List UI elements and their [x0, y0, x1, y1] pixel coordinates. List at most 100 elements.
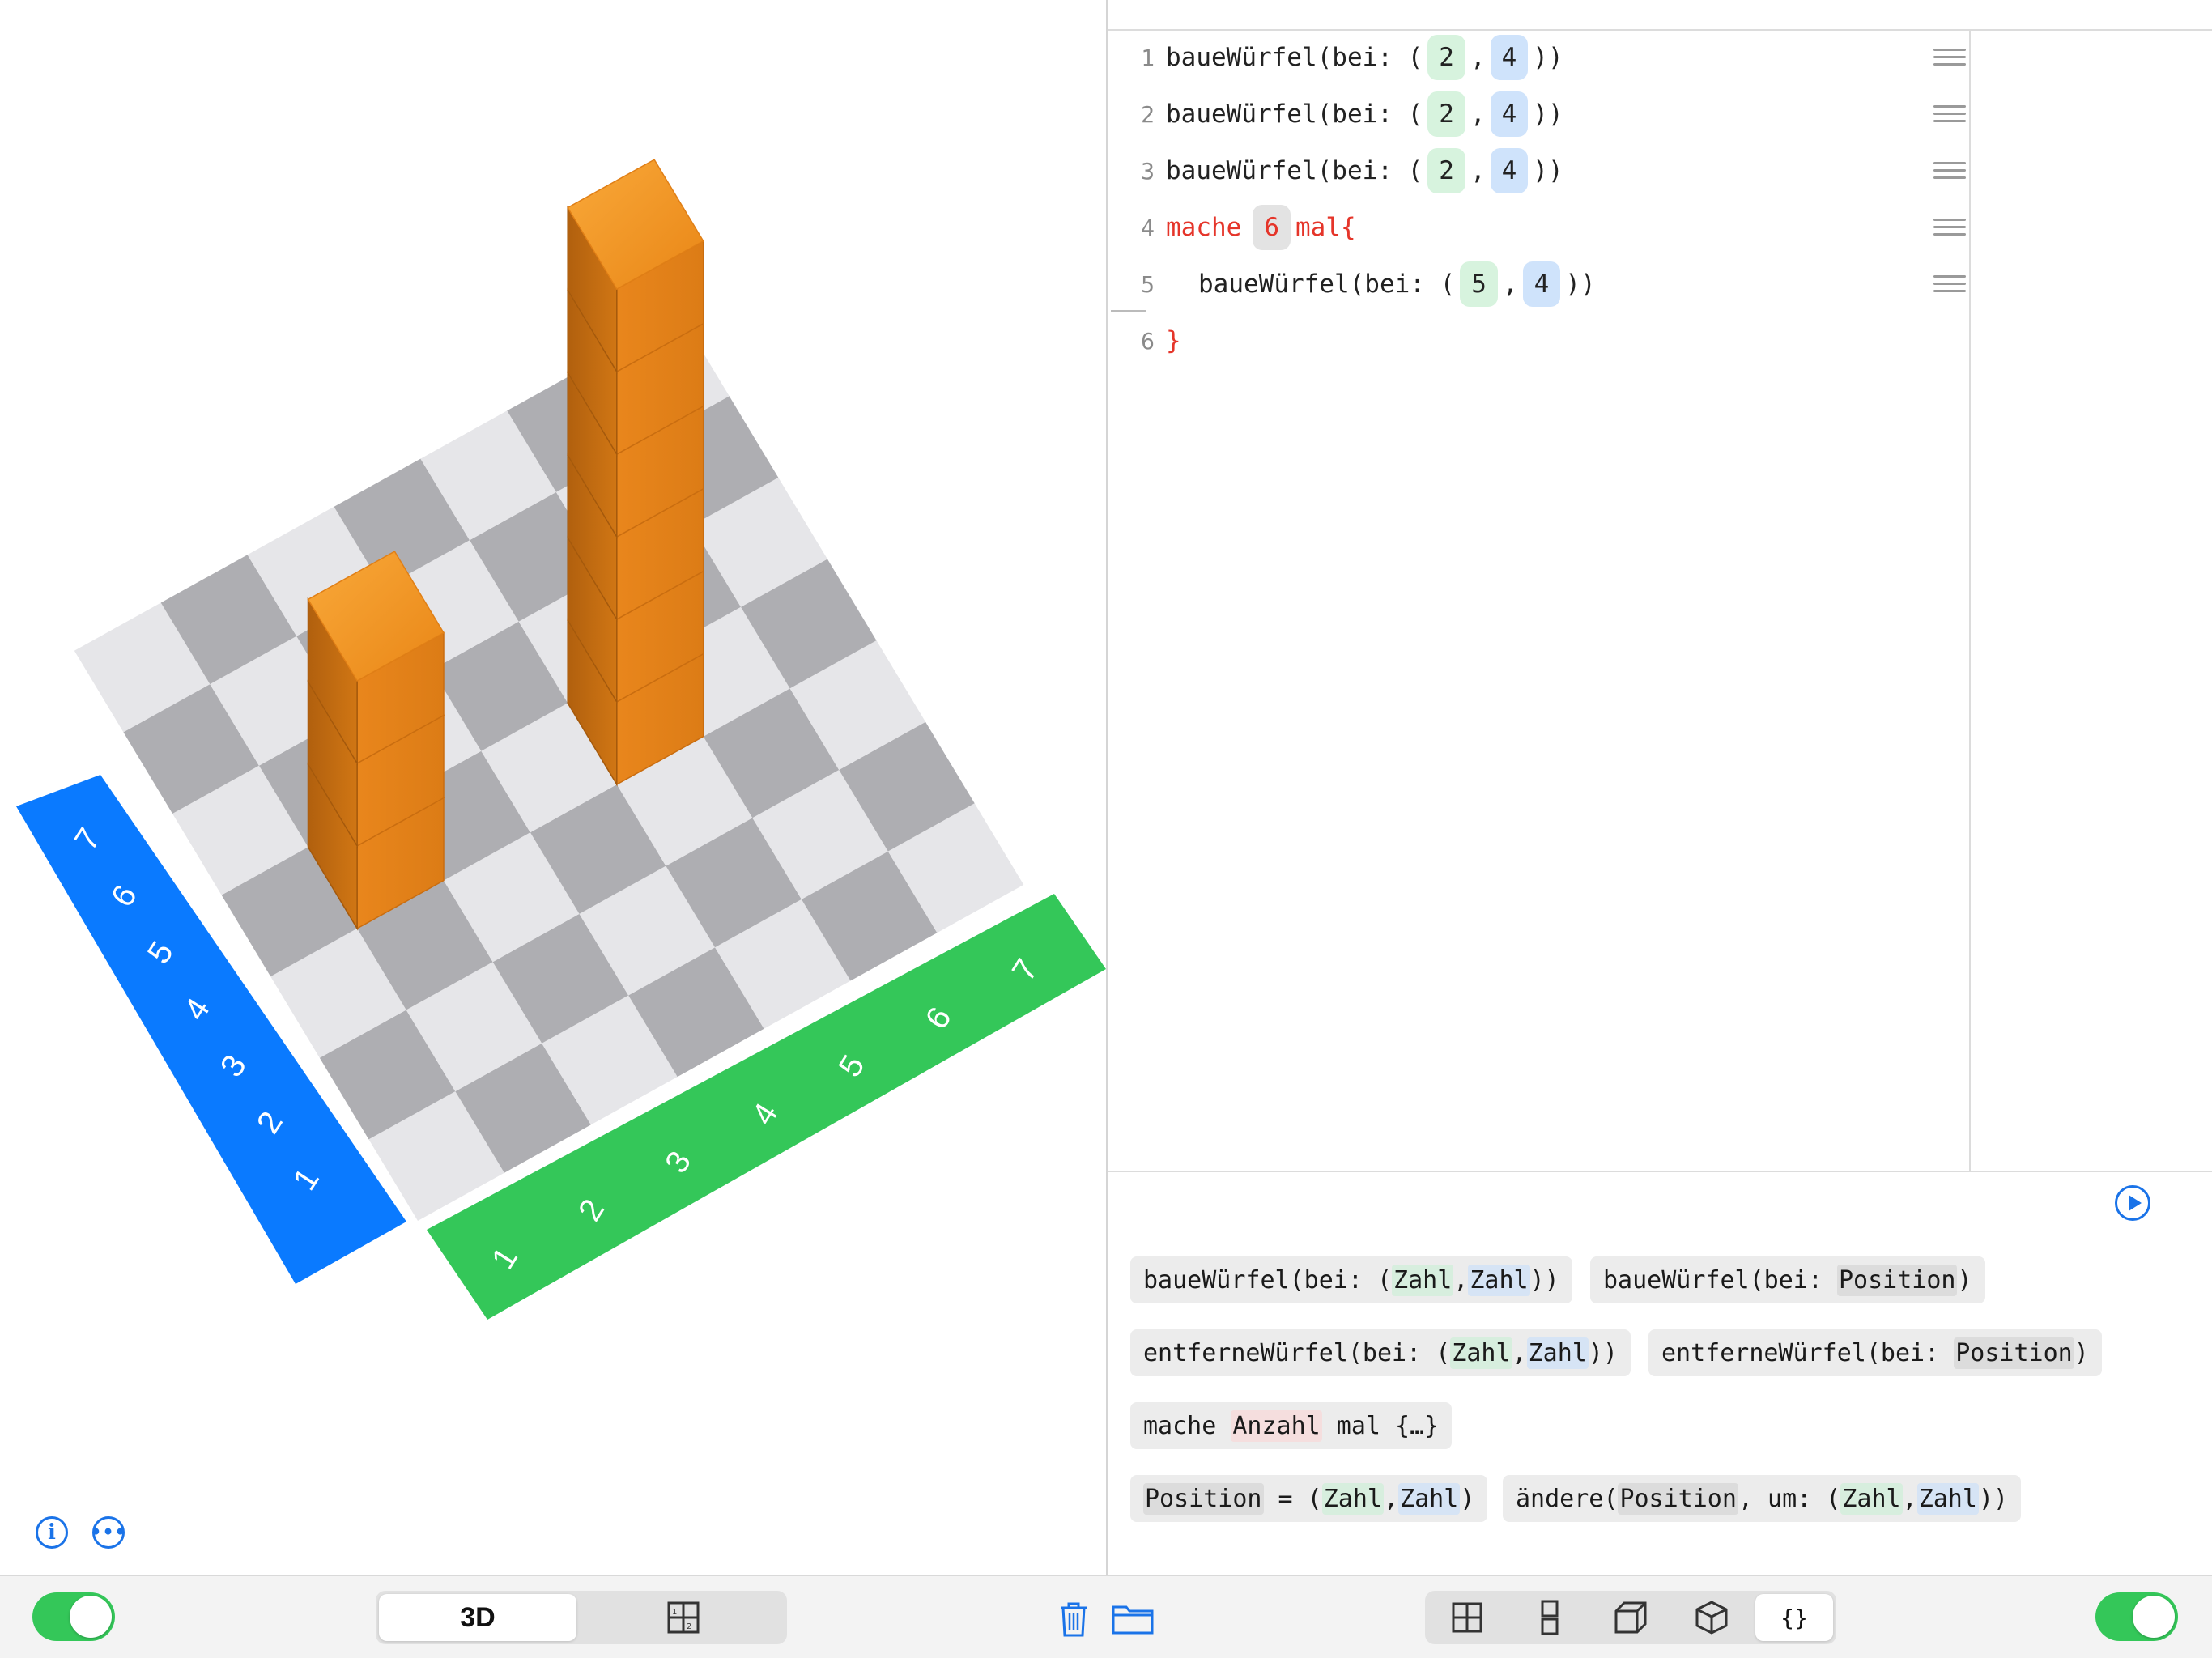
board-tile — [715, 899, 851, 1029]
chip-position-assign[interactable]: Position = (Zahl, Zahl) — [1130, 1475, 1488, 1522]
tool-cube-3d-button[interactable] — [1673, 1594, 1750, 1641]
board-tile — [160, 555, 297, 685]
drag-handle-icon[interactable] — [1933, 275, 1966, 293]
svg-text:2: 2 — [687, 1622, 691, 1631]
placeholder-zahl: Zahl — [1468, 1264, 1530, 1296]
folder-icon[interactable] — [1111, 1601, 1155, 1636]
arg-y-pill[interactable]: 4 — [1490, 35, 1529, 80]
placeholder-zahl: Zahl — [1450, 1337, 1512, 1369]
chip-aendere-position[interactable]: ändere(Position, um: (Zahl, Zahl)) — [1503, 1475, 2022, 1522]
code-separator: , — [1470, 100, 1486, 129]
arg-y-pill[interactable]: 4 — [1490, 148, 1529, 193]
board-tile — [481, 703, 617, 833]
code-line-1[interactable]: 1 baueWürfel(bei: ( 2, 4)) — [1108, 29, 1966, 86]
repeat-count-pill[interactable]: 6 — [1253, 205, 1291, 250]
code-editor[interactable]: 1 baueWürfel(bei: ( 2, 4)) 2 baueWürfel(b… — [1108, 0, 2212, 1171]
arg-x-pill[interactable]: 2 — [1427, 91, 1465, 137]
chip-end: )) — [1529, 1265, 1559, 1295]
chip-sep: , — [1902, 1484, 1917, 1513]
line-number: 4 — [1141, 214, 1155, 241]
tool-code-button[interactable]: {} — [1755, 1594, 1833, 1641]
view-grid-button[interactable]: 1 2 — [583, 1594, 784, 1641]
chip-end: mal {…} — [1321, 1411, 1440, 1440]
placeholder-zahl: Zahl — [1392, 1264, 1454, 1296]
arg-y-pill[interactable]: 4 — [1490, 91, 1529, 137]
board-tile — [334, 458, 470, 589]
arg-x-pill[interactable]: 5 — [1460, 261, 1498, 307]
code-text: baueWürfel(bei: ( — [1166, 43, 1423, 72]
chip-entferne-wuerfel-zahl[interactable]: entferneWürfel(bei: (Zahl, Zahl)) — [1130, 1329, 1631, 1376]
code-line-5[interactable]: 5 baueWürfel(bei: ( 5, 4)) — [1108, 256, 1966, 312]
chip-text: mache — [1143, 1411, 1231, 1440]
chip-baue-wuerfel-zahl[interactable]: baueWürfel(bei: (Zahl, Zahl)) — [1130, 1256, 1572, 1303]
code-line-2[interactable]: 2 baueWürfel(bei: ( 2, 4)) — [1108, 86, 1966, 142]
line-number: 6 — [1141, 327, 1155, 355]
cube-outline-icon — [1614, 1601, 1647, 1634]
insertion-marker — [1111, 310, 1146, 312]
code-line-3[interactable]: 3 baueWürfel(bei: ( 2, 4)) — [1108, 142, 1966, 199]
stack-icon — [1541, 1600, 1559, 1635]
keyword-mal: mal{ — [1295, 213, 1356, 242]
code-line-6[interactable]: 6 } — [1108, 312, 1966, 369]
tool-stack-button[interactable] — [1511, 1594, 1589, 1641]
board-tile — [123, 684, 259, 814]
line-number: 2 — [1141, 100, 1155, 128]
board-tile — [492, 913, 629, 1044]
right-toggle[interactable] — [2095, 1592, 2178, 1641]
board-tile — [432, 621, 568, 751]
view-3d-button[interactable]: 3D — [379, 1594, 576, 1641]
drag-handle-icon[interactable] — [1933, 105, 1966, 123]
cube-top-face — [307, 551, 445, 682]
info-icon[interactable]: i — [36, 1516, 68, 1549]
board-tile — [74, 602, 211, 733]
chip-sep: , — [1453, 1265, 1469, 1295]
placeholder-position: Position — [1143, 1482, 1264, 1515]
code-end: )) — [1533, 100, 1563, 129]
line-number: 5 — [1141, 270, 1155, 298]
placeholder-position: Position — [1618, 1482, 1738, 1515]
chip-text: = ( — [1263, 1484, 1322, 1513]
board-tile — [801, 851, 938, 981]
board-tile — [839, 721, 975, 852]
line-number: 3 — [1141, 157, 1155, 185]
code-end: )) — [1533, 156, 1563, 185]
placeholder-position: Position — [1836, 1264, 1958, 1296]
left-toggle[interactable] — [32, 1592, 115, 1641]
arg-y-pill[interactable]: 4 — [1522, 261, 1561, 307]
board-tile — [741, 559, 877, 689]
editor-header — [1108, 0, 2212, 31]
drag-handle-icon[interactable] — [1933, 49, 1966, 66]
editor-right-margin — [1969, 31, 1971, 1171]
tool-cube-outline-button[interactable] — [1592, 1594, 1670, 1641]
placeholder-zahl: Zahl — [1916, 1482, 1979, 1515]
code-end: )) — [1565, 270, 1596, 299]
cube-top-face — [567, 159, 704, 291]
play-icon[interactable] — [2115, 1185, 2150, 1221]
y-axis-strip — [16, 775, 406, 1284]
placeholder-zahl: Zahl — [1321, 1482, 1384, 1515]
board-tile — [752, 770, 888, 899]
board-tile — [579, 865, 715, 996]
drag-handle-icon[interactable] — [1933, 162, 1966, 180]
trash-icon[interactable] — [1054, 1599, 1093, 1639]
tool-grid-button[interactable] — [1428, 1594, 1506, 1641]
split-divider[interactable] — [1106, 0, 1108, 1575]
code-end: )) — [1533, 43, 1563, 72]
line-number: 1 — [1141, 44, 1155, 71]
arg-x-pill[interactable]: 2 — [1427, 148, 1465, 193]
drag-handle-icon[interactable] — [1933, 219, 1966, 236]
chip-baue-wuerfel-position[interactable]: baueWürfel(bei: Position) — [1590, 1256, 1985, 1303]
chip-entferne-wuerfel-position[interactable]: entferneWürfel(bei: Position) — [1648, 1329, 2102, 1376]
grid-icon: 1 2 — [667, 1601, 700, 1634]
code-line-4[interactable]: 4 mache 6 mal{ — [1108, 199, 1966, 256]
x-axis-strip — [427, 894, 1106, 1320]
board-tile — [789, 640, 926, 770]
board-tile — [406, 962, 542, 1092]
chip-mache-anzahl-mal[interactable]: mache Anzahl mal {…} — [1130, 1402, 1453, 1449]
chip-text: baueWürfel(bei: ( — [1143, 1265, 1393, 1295]
more-icon[interactable]: ••• — [90, 1516, 126, 1549]
board-tile — [270, 928, 406, 1058]
arg-x-pill[interactable]: 2 — [1427, 35, 1465, 80]
